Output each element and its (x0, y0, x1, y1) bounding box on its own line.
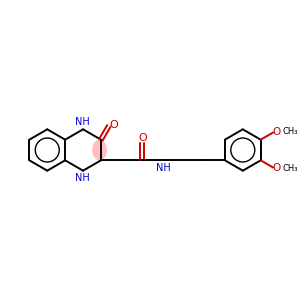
Text: CH₃: CH₃ (283, 127, 298, 136)
Text: NH: NH (75, 117, 90, 127)
Text: O: O (139, 133, 148, 143)
Text: O: O (273, 127, 281, 136)
Text: NH: NH (75, 173, 90, 183)
Text: O: O (273, 164, 281, 173)
Ellipse shape (92, 140, 107, 160)
Text: CH₃: CH₃ (283, 164, 298, 173)
Text: NH: NH (156, 163, 171, 173)
Text: O: O (110, 120, 118, 130)
